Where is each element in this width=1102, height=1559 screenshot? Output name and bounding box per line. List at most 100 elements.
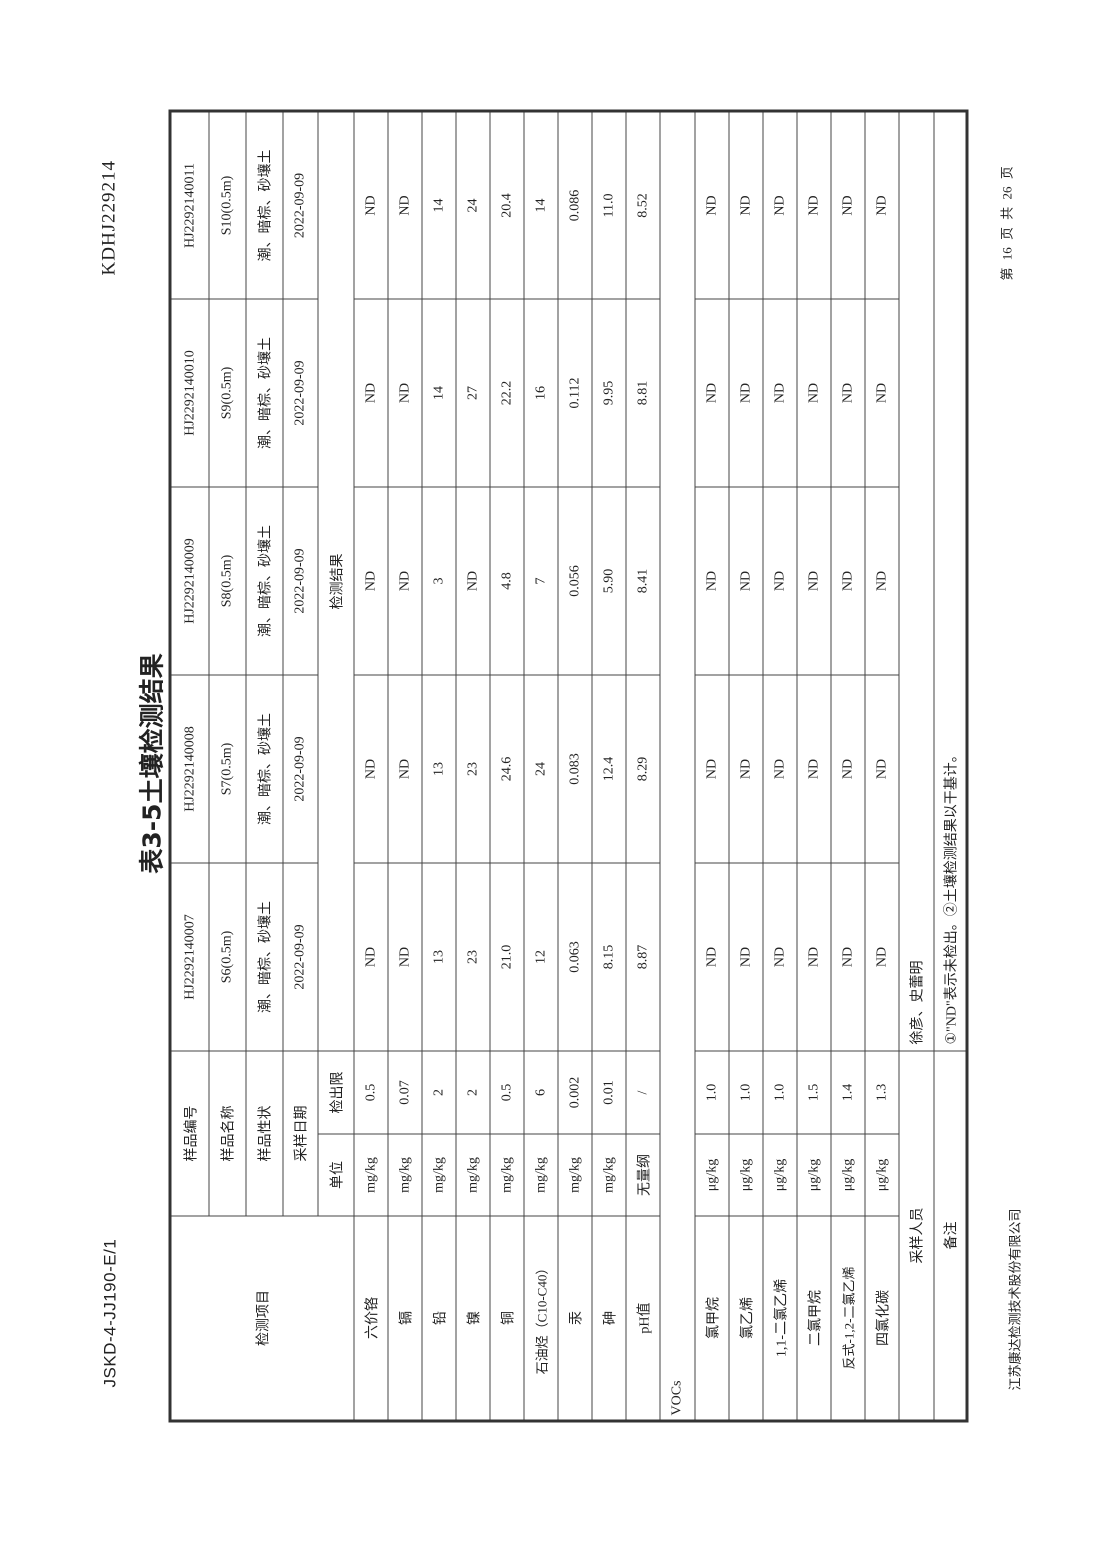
value-cell: ND bbox=[353, 862, 388, 1051]
value-cell: ND bbox=[694, 862, 729, 1051]
unit-cell: mg/kg bbox=[523, 1133, 558, 1216]
group-row: VOCs bbox=[659, 110, 695, 1421]
value-cell: 13 bbox=[421, 674, 456, 863]
value-cell: ND bbox=[387, 298, 422, 487]
value-cell: 8.81 bbox=[625, 298, 660, 487]
sample-name: S9(0.5m) bbox=[208, 298, 246, 487]
value-cell: 16 bbox=[523, 298, 558, 487]
value-cell: 20.4 bbox=[489, 110, 524, 299]
document-code: JSKD-4-JJ190-E/1 bbox=[100, 1238, 119, 1387]
sample-property: 潮、暗棕、砂壤土 bbox=[245, 298, 283, 487]
value-cell: 23 bbox=[455, 674, 490, 863]
group-label: VOCs bbox=[659, 110, 695, 1421]
item-name: pH值 bbox=[625, 1215, 660, 1421]
value-cell: 5.90 bbox=[591, 486, 626, 675]
value-cell: ND bbox=[728, 862, 763, 1051]
value-cell: ND bbox=[796, 862, 831, 1051]
item-name: 镍 bbox=[455, 1215, 490, 1421]
value-cell: 0.083 bbox=[557, 674, 592, 863]
value-cell: 8.52 bbox=[625, 110, 660, 299]
value-cell: ND bbox=[762, 298, 797, 487]
value-cell: 14 bbox=[523, 110, 558, 299]
limit-cell: 1.5 bbox=[796, 1050, 831, 1134]
item-name: 氯甲烷 bbox=[694, 1215, 729, 1421]
sample-date: 2022-09-09 bbox=[282, 298, 318, 487]
value-cell: 7 bbox=[523, 486, 558, 675]
sampler-value: 徐彦、史蕾明 bbox=[898, 110, 934, 1051]
item-name: 1,1-二氯乙烯 bbox=[762, 1215, 797, 1421]
unit-cell: mg/kg bbox=[387, 1133, 422, 1216]
table-row: 砷 mg/kg 0.01 8.15 12.4 5.90 9.95 11.0 bbox=[591, 110, 626, 1421]
sample-id: HJ2292140009 bbox=[169, 486, 209, 675]
limit-cell: 1.0 bbox=[762, 1050, 797, 1134]
limit-cell: / bbox=[625, 1050, 660, 1134]
value-cell: ND bbox=[762, 110, 797, 299]
value-cell: 13 bbox=[421, 862, 456, 1051]
sample-id: HJ2292140007 bbox=[169, 862, 209, 1051]
value-cell: 8.41 bbox=[625, 486, 660, 675]
meta-label: 样品编号 bbox=[169, 1050, 209, 1216]
value-cell: ND bbox=[830, 862, 865, 1051]
sample-name: S8(0.5m) bbox=[208, 486, 246, 675]
unit-cell: μg/kg bbox=[796, 1133, 831, 1216]
value-cell: ND bbox=[387, 110, 422, 299]
meta-label: 样品名称 bbox=[208, 1050, 246, 1216]
value-cell: ND bbox=[728, 298, 763, 487]
value-cell: ND bbox=[830, 110, 865, 299]
value-cell: ND bbox=[387, 862, 422, 1051]
value-cell: 11.0 bbox=[591, 110, 626, 299]
value-cell: 0.112 bbox=[557, 298, 592, 487]
value-cell: ND bbox=[864, 862, 899, 1051]
value-cell: ND bbox=[387, 486, 422, 675]
item-name: 反式-1,2-二氯乙烯 bbox=[830, 1215, 865, 1421]
limit-cell: 1.3 bbox=[864, 1050, 899, 1134]
sample-date: 2022-09-09 bbox=[282, 862, 318, 1051]
item-name: 六价铬 bbox=[353, 1215, 388, 1421]
sample-name: S10(0.5m) bbox=[208, 110, 246, 299]
value-cell: ND bbox=[353, 486, 388, 675]
value-cell: 8.87 bbox=[625, 862, 660, 1051]
value-cell: ND bbox=[796, 110, 831, 299]
value-cell: ND bbox=[694, 298, 729, 487]
remark-value: ①"ND"表示未检出。②土壤检测结果以干基计。 bbox=[933, 110, 967, 1051]
sample-id: HJ2292140010 bbox=[169, 298, 209, 487]
meta-label: 样品性状 bbox=[245, 1050, 283, 1216]
value-cell: ND bbox=[694, 110, 729, 299]
value-cell: ND bbox=[864, 486, 899, 675]
value-cell: ND bbox=[694, 674, 729, 863]
unit-cell: mg/kg bbox=[455, 1133, 490, 1216]
sample-id: HJ2292140008 bbox=[169, 674, 209, 863]
value-cell: ND bbox=[353, 110, 388, 299]
unit-cell: mg/kg bbox=[421, 1133, 456, 1216]
limit-cell: 0.5 bbox=[489, 1050, 524, 1134]
result-header: 检测结果 bbox=[317, 110, 354, 1051]
sample-property: 潮、暗棕、砂壤土 bbox=[245, 862, 283, 1051]
value-cell: 24 bbox=[523, 674, 558, 863]
table-row: 镍 mg/kg 2 23 23 ND 27 24 bbox=[455, 110, 490, 1421]
value-cell: ND bbox=[387, 674, 422, 863]
limit-cell: 0.01 bbox=[591, 1050, 626, 1134]
value-cell: ND bbox=[830, 674, 865, 863]
unit-cell: mg/kg bbox=[591, 1133, 626, 1216]
sampler-label: 采样人员 bbox=[898, 1050, 934, 1421]
value-cell: ND bbox=[353, 298, 388, 487]
value-cell: ND bbox=[864, 298, 899, 487]
limit-cell: 1.0 bbox=[694, 1050, 729, 1134]
limit-header: 检出限 bbox=[317, 1050, 354, 1134]
unit-cell: mg/kg bbox=[557, 1133, 592, 1216]
table-row: 氯乙烯 μg/kg 1.0 ND ND ND ND ND bbox=[728, 110, 763, 1421]
value-cell: 14 bbox=[421, 298, 456, 487]
table-row: 反式-1,2-二氯乙烯 μg/kg 1.4 ND ND ND ND ND bbox=[830, 110, 865, 1421]
value-cell: ND bbox=[455, 486, 490, 675]
sample-property: 潮、暗棕、砂壤土 bbox=[245, 486, 283, 675]
unit-cell: 无量纲 bbox=[625, 1133, 660, 1216]
value-cell: 0.086 bbox=[557, 110, 592, 299]
value-cell: 8.29 bbox=[625, 674, 660, 863]
sample-property: 潮、暗棕、砂壤土 bbox=[245, 674, 283, 863]
header-row-id: 检测项目 样品编号 HJ2292140007 HJ2292140008 HJ229214… bbox=[169, 110, 354, 1421]
limit-cell: 0.002 bbox=[557, 1050, 592, 1134]
table-row: 铅 mg/kg 2 13 13 3 14 14 bbox=[421, 110, 456, 1421]
unit-cell: μg/kg bbox=[762, 1133, 797, 1216]
unit-cell: mg/kg bbox=[489, 1133, 524, 1216]
